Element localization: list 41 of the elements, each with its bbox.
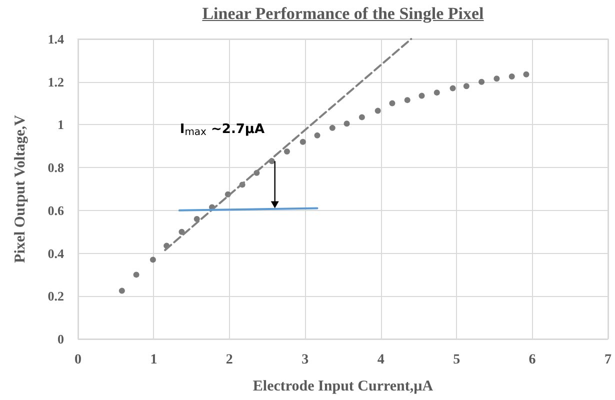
point	[523, 71, 530, 78]
point	[344, 120, 350, 127]
point	[133, 272, 140, 278]
x-tick-label: 0	[74, 352, 82, 368]
point	[329, 124, 336, 131]
point	[494, 76, 500, 82]
y-tick-label: 1.2	[48, 74, 64, 90]
point	[463, 83, 470, 90]
chart-title: Linear Performance of the Single Pixel	[201, 4, 485, 24]
point	[404, 97, 410, 104]
point	[194, 216, 200, 222]
x-tick-label: 3	[302, 352, 309, 368]
point	[450, 85, 456, 92]
point	[118, 288, 125, 294]
point	[284, 148, 290, 154]
point	[150, 256, 156, 263]
y-axis-title: Pixel Output Voltage,V	[12, 114, 28, 263]
x-axis-title: Electrode Input Current,µA	[252, 378, 434, 394]
point	[478, 78, 485, 85]
x-tick-label: 2	[226, 352, 233, 368]
point	[300, 138, 306, 145]
point	[389, 100, 396, 106]
x-tick-label: 4	[377, 352, 384, 368]
annotation: I$_{max}$ ~2.7µA	[180, 122, 265, 138]
y-tick-label: 0.8	[48, 160, 64, 176]
y-tick-label: 0.4	[48, 246, 64, 261]
x-tick-label: 7	[604, 352, 612, 368]
point	[314, 132, 320, 138]
y-tick-label: 1	[58, 117, 64, 132]
y-tick-label: 0.2	[48, 288, 64, 304]
x-tick-label: 5	[453, 352, 460, 368]
point	[418, 92, 425, 99]
y-tick-label: 0.6	[48, 202, 64, 218]
y-tick-label: 1.4	[48, 32, 64, 46]
x-tick-label: 1	[150, 352, 158, 368]
point	[508, 74, 515, 80]
point	[374, 108, 381, 114]
point	[434, 90, 440, 96]
point	[358, 114, 365, 120]
x-tick-label: 6	[528, 352, 536, 368]
y-tick-label: 0	[58, 332, 64, 346]
